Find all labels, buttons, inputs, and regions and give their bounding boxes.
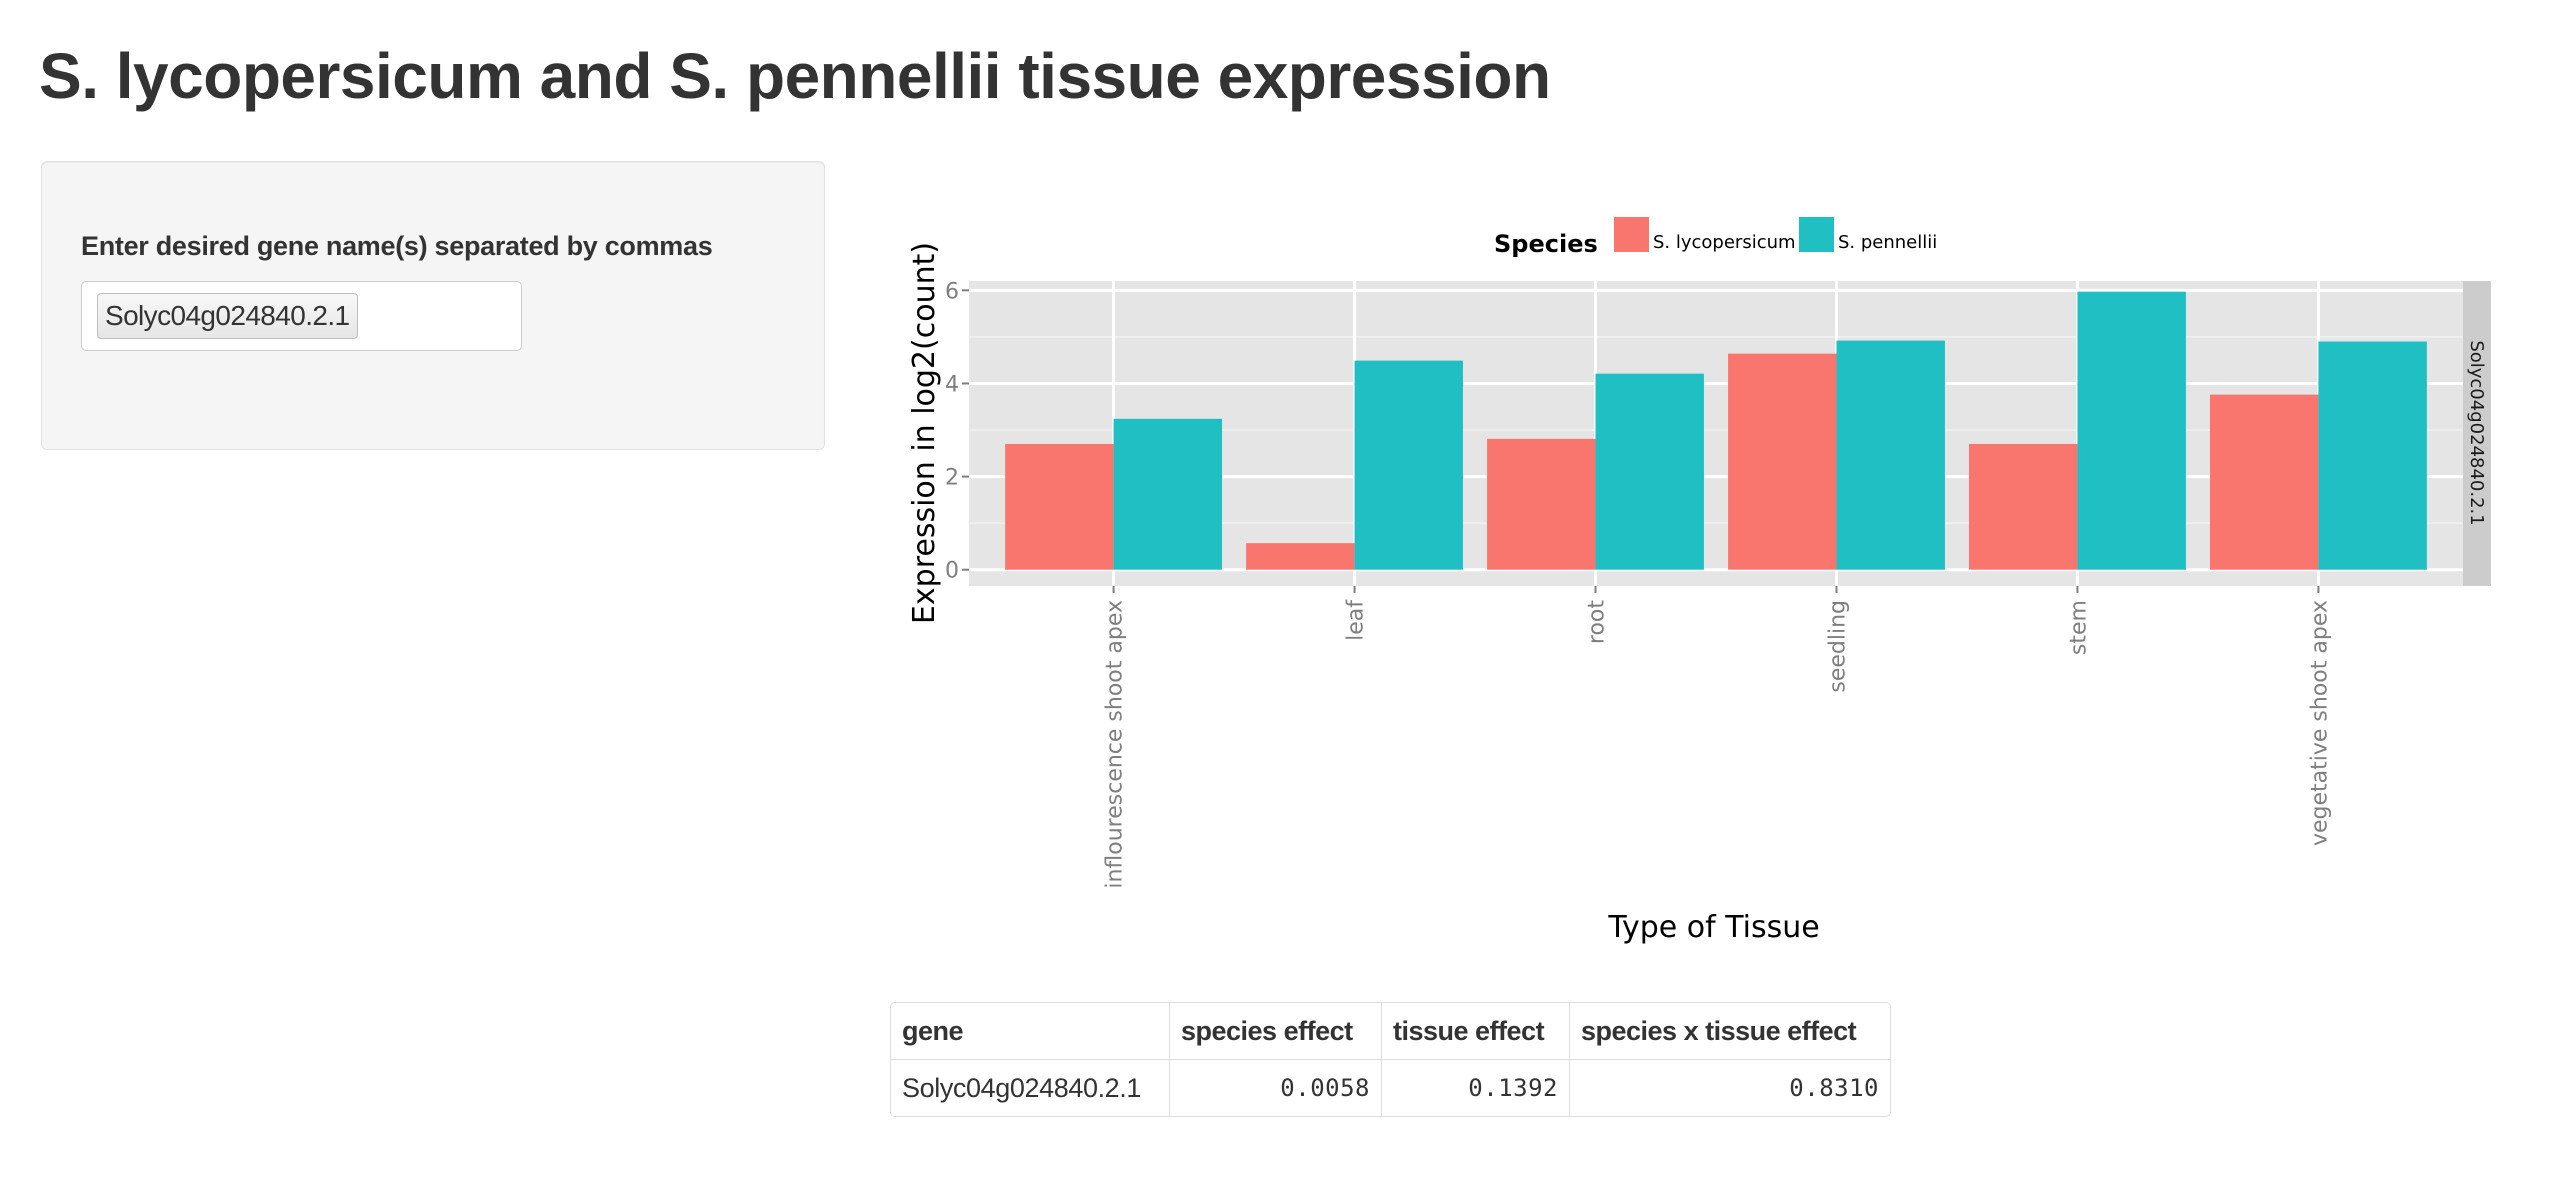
bar-pennellii-inflourescence-shoot-apex	[1113, 418, 1223, 570]
bar-lycopersicum-leaf	[1246, 543, 1355, 570]
selected-gene-chip[interactable]: Solyc04g024840.2.1	[97, 293, 358, 339]
x-axis: inflourescence shoot apex leaf root seedlin…	[1103, 586, 2332, 889]
x-tick-label: seedling	[1825, 600, 1850, 693]
table-header-row: gene species effect tissue effect specie…	[891, 1003, 1890, 1060]
cell-interaction-effect: 0.8310	[1569, 1060, 1890, 1116]
legend-key-lycopersicum	[1614, 217, 1649, 252]
column-header-tissue-effect[interactable]: tissue effect	[1381, 1003, 1569, 1060]
bar-lycopersicum-inflourescence-shoot-apex	[1005, 443, 1114, 570]
y-tick-label: 0	[945, 559, 959, 584]
cell-species-effect: 0.0058	[1169, 1060, 1381, 1116]
x-tick-label: vegetative shoot apex	[2307, 600, 2332, 846]
y-tick-label: 6	[945, 279, 959, 304]
bar-lycopersicum-root	[1487, 438, 1596, 570]
sidebar-panel: Enter desired gene name(s) separated by …	[41, 161, 825, 450]
column-header-gene[interactable]: gene	[891, 1003, 1169, 1060]
legend-label-lycopersicum: S. lycopersicum	[1653, 232, 1796, 253]
bar-pennellii-root	[1595, 373, 1704, 570]
x-tick-label: inflourescence shoot apex	[1103, 600, 1128, 889]
column-header-species-effect[interactable]: species effect	[1169, 1003, 1381, 1060]
bar-pennellii-vegetative-shoot-apex	[2318, 341, 2427, 570]
results-table: gene species effect tissue effect specie…	[890, 1002, 1891, 1117]
y-axis: 0 2 4 6	[945, 279, 969, 584]
x-tick-label: root	[1585, 600, 1610, 644]
bar-lycopersicum-seedling	[1728, 353, 1837, 570]
bar-lycopersicum-stem	[1969, 443, 2078, 570]
legend-label-pennellii: S. pennellii	[1838, 232, 1937, 253]
x-axis-title: Type of Tissue	[1607, 910, 1819, 945]
bar-lycopersicum-vegetative-shoot-apex	[2209, 394, 2319, 570]
x-tick-label: leaf	[1344, 599, 1369, 641]
page-title: S. lycopersicum and S. pennellii tissue …	[39, 40, 1551, 112]
bar-pennellii-stem	[2077, 291, 2186, 570]
facet-strip-label: Solyc04g024840.2.1	[2466, 340, 2487, 525]
legend-title: Species	[1494, 230, 1598, 258]
expression-bar-chart: Species S. lycopersicum S. pennellii Sol…	[907, 217, 2491, 945]
x-tick-label: stem	[2066, 600, 2091, 655]
bar-pennellii-leaf	[1354, 360, 1463, 570]
y-tick-label: 4	[945, 372, 959, 397]
column-header-interaction-effect[interactable]: species x tissue effect	[1569, 1003, 1890, 1060]
y-tick-label: 2	[945, 466, 959, 491]
bars	[1005, 291, 2427, 570]
legend-key-pennellii	[1799, 217, 1834, 252]
cell-gene: Solyc04g024840.2.1	[902, 1072, 1142, 1103]
facet-strip	[2463, 281, 2491, 586]
bar-pennellii-seedling	[1836, 340, 1945, 570]
gene-input-label: Enter desired gene name(s) separated by …	[81, 231, 713, 261]
table-row: Solyc04g024840.2.1 0.0058 0.1392 0.8310	[891, 1060, 1890, 1116]
y-axis-title: Expression in log2(count)	[907, 242, 942, 624]
gene-select-input[interactable]: Solyc04g024840.2.1	[81, 281, 522, 351]
cell-tissue-effect: 0.1392	[1381, 1060, 1569, 1116]
legend: Species S. lycopersicum S. pennellii	[1494, 217, 1937, 258]
